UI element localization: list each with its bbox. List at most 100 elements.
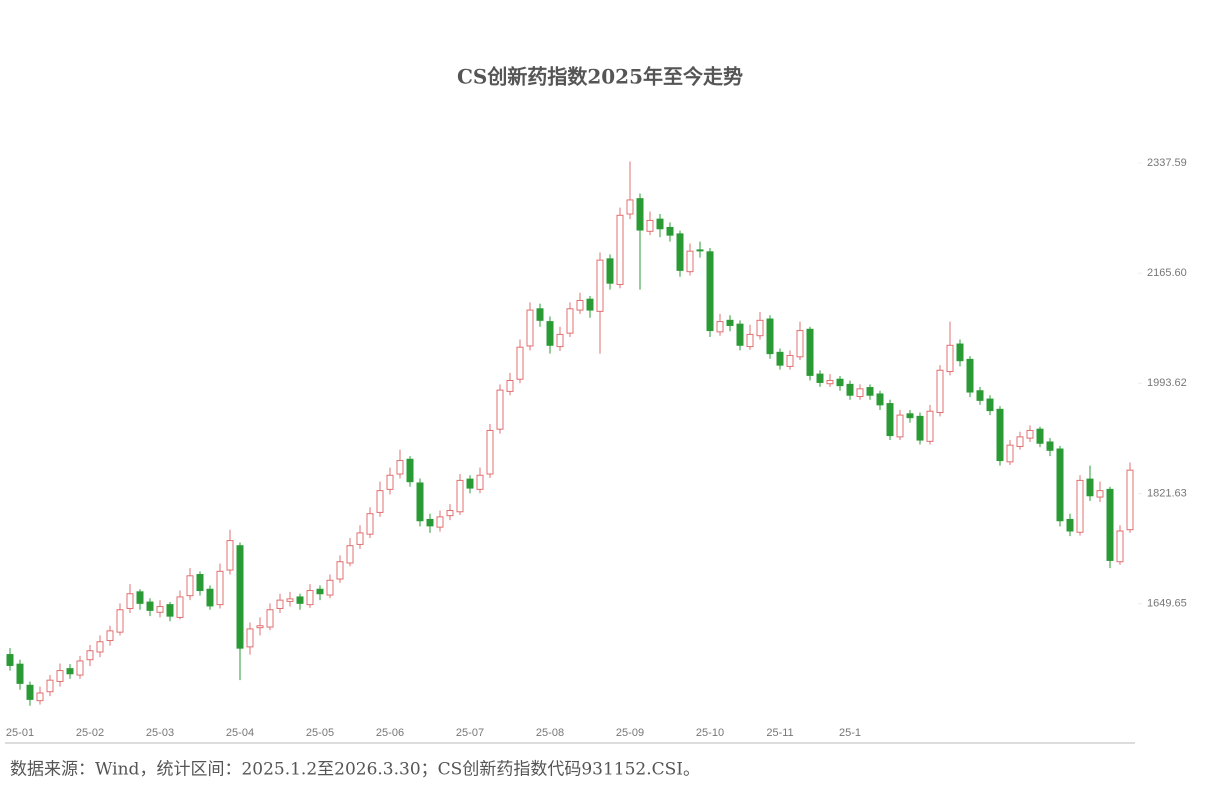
candle-body <box>386 474 394 490</box>
candle-body <box>626 199 634 215</box>
candle-body <box>506 380 514 392</box>
candle-body <box>436 516 444 528</box>
candle-body <box>736 323 744 346</box>
candle-body <box>706 251 714 332</box>
candle-body <box>176 596 184 618</box>
candle-body <box>516 346 524 380</box>
candle-body <box>236 545 244 649</box>
candle-body <box>956 343 964 362</box>
x-tick-label: 25-09 <box>616 727 644 739</box>
candle-body <box>186 575 194 597</box>
x-tick-label: 25-05 <box>306 727 334 739</box>
candle-body <box>986 398 994 412</box>
x-tick-label: 25-01 <box>6 727 34 739</box>
candle-body <box>616 214 624 285</box>
candle-body <box>206 588 214 607</box>
candle-body <box>576 299 584 311</box>
candle-body <box>286 598 294 602</box>
candle-body <box>16 663 24 684</box>
candle-body <box>756 319 764 337</box>
candle-body <box>116 609 124 633</box>
candle-body <box>146 601 154 611</box>
candle-body <box>136 591 144 604</box>
candle-body <box>806 328 814 376</box>
x-tick-label: 25-04 <box>226 727 254 739</box>
candle-body <box>76 660 84 676</box>
x-tick-label: 25-07 <box>456 727 484 739</box>
candle-body <box>886 403 894 437</box>
x-tick-label: 25-08 <box>536 727 564 739</box>
candle-body <box>746 333 754 348</box>
candle-body <box>326 579 334 596</box>
candle-body <box>6 654 14 666</box>
candle-body <box>1006 444 1014 463</box>
candle-body <box>786 355 794 367</box>
candle-body <box>396 460 404 475</box>
candle-body <box>876 393 884 406</box>
candle-body <box>486 429 494 475</box>
candle-body <box>1046 441 1054 451</box>
x-tick-label: 25-11 <box>766 727 793 739</box>
candle-body <box>1116 530 1124 563</box>
candle-body <box>536 308 544 321</box>
candle-body <box>936 369 944 414</box>
candle-body <box>726 319 734 326</box>
candle-body <box>776 351 784 366</box>
candle-body <box>896 414 904 438</box>
candle-body <box>1056 448 1064 522</box>
candle-body <box>356 532 364 545</box>
candle-body <box>666 226 674 236</box>
candle-body <box>826 380 834 385</box>
candle-body <box>1096 490 1104 498</box>
candle-body <box>766 318 774 355</box>
candle-body <box>1016 436 1024 447</box>
candle-body <box>566 308 574 334</box>
candle-body <box>46 679 54 693</box>
x-tick-label: 25-10 <box>696 727 724 739</box>
candle-body <box>86 650 94 661</box>
candle-body <box>266 609 274 628</box>
candle-body <box>196 574 204 592</box>
candle-body <box>26 684 34 700</box>
candle-body <box>866 387 874 396</box>
candle-body <box>846 383 854 396</box>
candle-body <box>1106 488 1114 561</box>
candle-body <box>346 545 354 564</box>
candle-body <box>596 259 604 312</box>
candle-body <box>216 570 224 606</box>
candle-body <box>366 513 374 535</box>
candle-body <box>446 509 454 517</box>
candle-body <box>466 478 474 489</box>
candle-body <box>316 588 324 595</box>
candle-body <box>156 606 164 613</box>
candle-body <box>676 233 684 271</box>
candle-body <box>646 219 654 232</box>
candle-body <box>686 250 694 273</box>
candle-body <box>1066 518 1074 532</box>
candle-body <box>416 482 424 522</box>
y-tick-label: 1649.65 <box>1147 597 1187 609</box>
candle-body <box>1126 469 1134 531</box>
candle-body <box>1086 478 1094 497</box>
candle-body <box>106 630 114 641</box>
candle-body <box>456 479 464 513</box>
candle-body <box>496 389 504 430</box>
candle-body <box>606 258 614 284</box>
candle-body <box>36 692 44 702</box>
candle-body <box>696 249 704 252</box>
x-tick-label: 25-1 <box>839 727 861 739</box>
x-tick-label: 25-06 <box>376 727 404 739</box>
candle-body <box>856 388 864 398</box>
candle-body <box>1036 428 1044 444</box>
x-tick-label: 25-02 <box>76 727 104 739</box>
candle-body <box>716 321 724 333</box>
candle-body <box>586 298 594 311</box>
candle-body <box>276 599 284 609</box>
y-tick-label: 2165.60 <box>1147 267 1187 279</box>
candle-body <box>56 670 64 682</box>
y-tick-label: 2337.59 <box>1147 157 1187 169</box>
chart-title: CS创新药指数2025年至今走势 <box>457 65 743 89</box>
candle-body <box>256 625 264 629</box>
candle-body <box>406 458 414 483</box>
